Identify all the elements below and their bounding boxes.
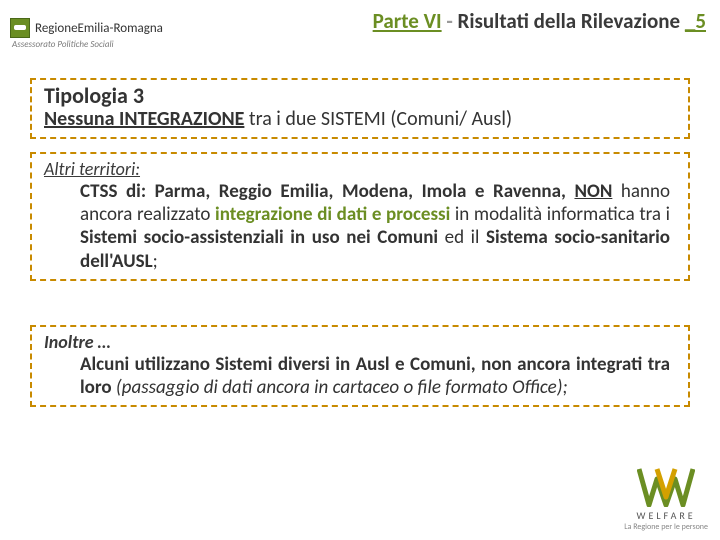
header-parte: Parte VI	[373, 8, 442, 34]
body-box-1: Altri territori: CTSS di: Parma, Reggio …	[30, 152, 690, 281]
welfare-tagline: La Regione per le persone	[624, 522, 708, 532]
welfare-logo: WELFARE La Regione per le persone	[624, 467, 708, 532]
lead-1: Altri territori:	[44, 158, 676, 180]
sub-rest: tra i due SISTEMI (Comuni/ Ausl)	[244, 107, 512, 131]
lead-2: Inoltre …	[44, 331, 676, 353]
sub-underline: Nessuna INTEGRAZIONE	[44, 107, 244, 131]
paragraph-1: CTSS di: Parma, Reggio Emilia, Modena, I…	[44, 180, 676, 273]
page-header: Parte VI - Risultati della Rilevazione _…	[373, 8, 706, 34]
header-rest: Risultati della Rilevazione	[458, 8, 685, 34]
region-logo: RegioneEmilia-Romagna Assessorato Politi…	[10, 18, 163, 50]
tipologia-subtitle: Nessuna INTEGRAZIONE tra i due SISTEMI (…	[44, 108, 676, 131]
logo-subtitle: Assessorato Politiche Sociali	[12, 39, 163, 50]
welfare-brand: WELFARE	[624, 509, 708, 522]
logo-mark-icon	[10, 18, 30, 38]
body-box-2: Inoltre … Alcuni utilizzano Sistemi dive…	[30, 325, 690, 407]
header-sep: -	[442, 8, 458, 34]
paragraph-2: Alcuni utilizzano Sistemi diversi in Aus…	[44, 353, 676, 399]
title-box: Tipologia 3 Nessuna INTEGRAZIONE tra i d…	[30, 78, 690, 139]
header-suffix: _5	[685, 8, 706, 34]
tipologia-title: Tipologia 3	[44, 84, 676, 108]
welfare-icon	[637, 467, 695, 507]
logo-text: RegioneEmilia-Romagna	[35, 21, 163, 36]
